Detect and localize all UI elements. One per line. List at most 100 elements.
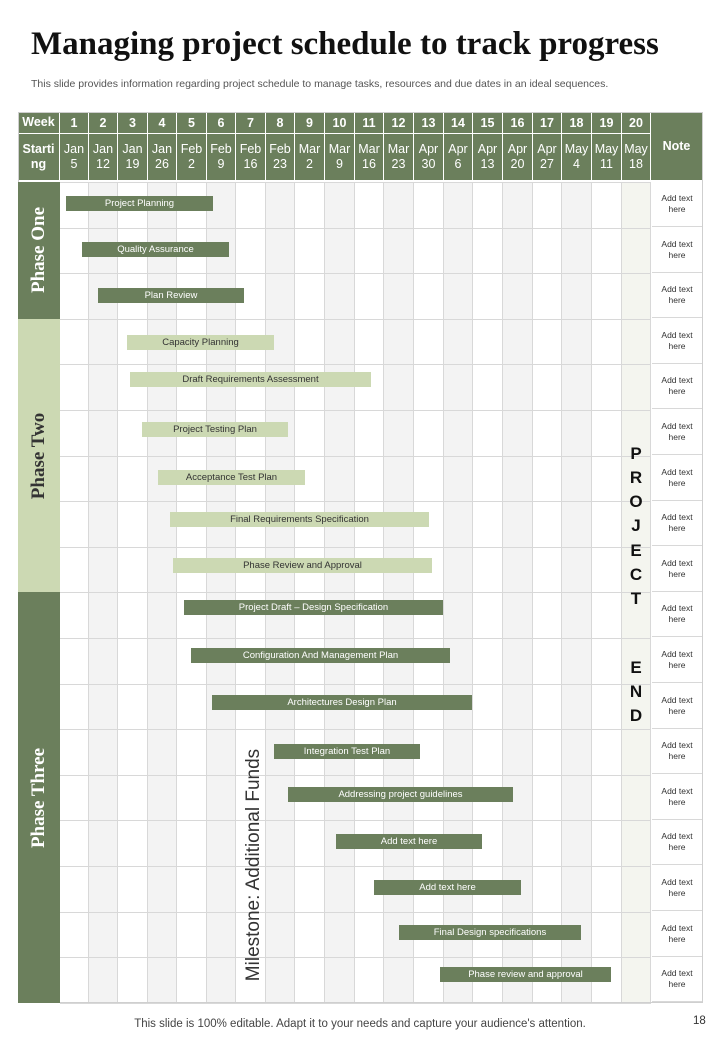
- start-month: Mar: [328, 142, 351, 156]
- week-number-cell: 13: [414, 112, 444, 133]
- note-cell[interactable]: Add text here: [652, 182, 702, 227]
- note-cell[interactable]: Add text here: [652, 684, 702, 729]
- note-cell[interactable]: Add text here: [652, 820, 702, 866]
- start-day: 20: [510, 157, 525, 171]
- start-day: 2: [188, 157, 195, 171]
- task-bar[interactable]: Phase review and approval: [440, 967, 611, 983]
- note-cell[interactable]: Add text here: [652, 501, 702, 547]
- week-start-date-cell: May 4: [562, 134, 592, 180]
- note-cell[interactable]: Add text here: [652, 957, 702, 1003]
- start-month: May: [564, 142, 589, 156]
- note-cell[interactable]: Add text here: [652, 228, 702, 273]
- week-number-cell: 16: [503, 112, 533, 133]
- note-cell[interactable]: Add text here: [652, 410, 702, 455]
- note-cell[interactable]: Add text here: [652, 273, 702, 319]
- grid-row-line: [60, 546, 651, 548]
- grid-column: [384, 182, 414, 1002]
- footer-text: This slide is 100% editable. Adapt it to…: [134, 1018, 586, 1030]
- header-divider: [18, 133, 651, 134]
- week-number-cell: 10: [325, 112, 355, 133]
- start-day: 13: [480, 157, 495, 171]
- task-bar[interactable]: Acceptance Test Plan: [158, 469, 305, 485]
- grid-column: [148, 182, 177, 1002]
- task-bar[interactable]: Project Testing Plan: [142, 422, 288, 437]
- milestone-label: Milestone: Additional Funds: [243, 748, 264, 982]
- note-cell[interactable]: Add text here: [652, 775, 702, 820]
- phase-label: Phase Three: [28, 747, 50, 848]
- start-month: Feb: [239, 142, 262, 156]
- week-number-cell: 18: [562, 112, 592, 133]
- task-bar[interactable]: Final Requirements Specification: [170, 512, 429, 528]
- grid-column: [89, 182, 118, 1002]
- grid-row-line: [60, 729, 651, 731]
- grid-row-line: [60, 638, 651, 639]
- start-day: 27: [540, 157, 554, 171]
- week-number-cell: 2: [89, 112, 118, 133]
- start-day: 19: [125, 157, 140, 171]
- start-day: 12: [96, 157, 110, 171]
- note-cell[interactable]: Add text here: [652, 319, 702, 364]
- week-number-cell: 7: [236, 112, 266, 133]
- start-month: Jan: [92, 142, 114, 156]
- task-bar[interactable]: Configuration And Management Plan: [191, 648, 450, 663]
- note-cell[interactable]: Add text here: [652, 456, 702, 501]
- week-start-date-cell: Mar 16: [355, 134, 384, 180]
- note-cell[interactable]: Add text here: [652, 912, 702, 957]
- grid-row-line: [60, 182, 651, 183]
- grid-column: [295, 182, 325, 1002]
- grid-column: [236, 182, 266, 1002]
- note-cell[interactable]: Add text here: [652, 729, 702, 775]
- week-start-date-cell: Apr 6: [444, 134, 473, 180]
- task-bar[interactable]: Project Draft – Design Specification: [184, 600, 443, 616]
- starting-label-line2: ng: [30, 157, 47, 171]
- week-number-cell: 4: [148, 112, 177, 133]
- week-start-date-cell: Apr 30: [414, 134, 444, 180]
- note-cell[interactable]: Add text here: [652, 866, 702, 911]
- week-number-cell: 11: [355, 112, 384, 133]
- phase-label-block: Phase Two: [18, 318, 60, 593]
- task-bar[interactable]: Architectures Design Plan: [212, 694, 472, 710]
- start-month: Apr: [537, 142, 557, 156]
- week-number-cell: 20: [622, 112, 651, 133]
- start-month: Mar: [387, 142, 410, 156]
- grid-column: [118, 182, 148, 1002]
- week-start-date-cell: Feb 2: [177, 134, 207, 180]
- start-day: 9: [217, 157, 225, 171]
- project-end-letter: N: [629, 682, 643, 701]
- task-bar[interactable]: Draft Requirements Assessment: [130, 372, 371, 388]
- note-cell[interactable]: Add text here: [652, 638, 702, 683]
- project-end-letter: T: [630, 589, 642, 608]
- phase-label: Phase One: [28, 207, 49, 294]
- note-cell[interactable]: Add text here: [652, 592, 702, 638]
- task-bar[interactable]: Addressing project guidelines: [288, 786, 513, 802]
- start-month: Feb: [180, 142, 203, 156]
- task-bar[interactable]: Final Design specifications: [399, 924, 581, 940]
- grid-row-line: [60, 957, 651, 959]
- note-cell[interactable]: Add text here: [652, 364, 702, 410]
- start-month: Jan: [151, 142, 173, 156]
- note-header: Note: [651, 112, 702, 180]
- project-end-letter: D: [629, 706, 643, 725]
- task-bar[interactable]: Add text here: [336, 834, 482, 850]
- task-bar[interactable]: Capacity Planning: [127, 334, 274, 350]
- task-bar[interactable]: Phase Review and Approval: [173, 557, 432, 573]
- grid-column: [266, 182, 295, 1002]
- task-bar[interactable]: Project Planning: [66, 196, 213, 211]
- week-start-date-cell: Jan 26: [148, 134, 177, 180]
- project-end-column: [622, 182, 650, 1002]
- grid-row-line: [60, 774, 651, 776]
- grid-column: [503, 182, 533, 1002]
- task-bar[interactable]: Plan Review: [98, 288, 244, 304]
- grid-row-line: [60, 592, 651, 594]
- task-bar[interactable]: Quality Assurance: [82, 241, 229, 257]
- start-month: May: [624, 142, 648, 156]
- task-bar[interactable]: Integration Test Plan: [274, 744, 420, 760]
- note-cell[interactable]: Add text here: [652, 547, 702, 592]
- grid-row-line: [60, 820, 651, 822]
- week-start-date-cell: Feb 9: [207, 134, 236, 180]
- grid-column: [533, 182, 562, 1002]
- week-number-cell: 8: [266, 112, 295, 133]
- week-start-date-cell: Feb 23: [266, 134, 295, 180]
- task-bar[interactable]: Add text here: [374, 880, 521, 895]
- page-title: Managing project schedule to track progr…: [31, 26, 659, 62]
